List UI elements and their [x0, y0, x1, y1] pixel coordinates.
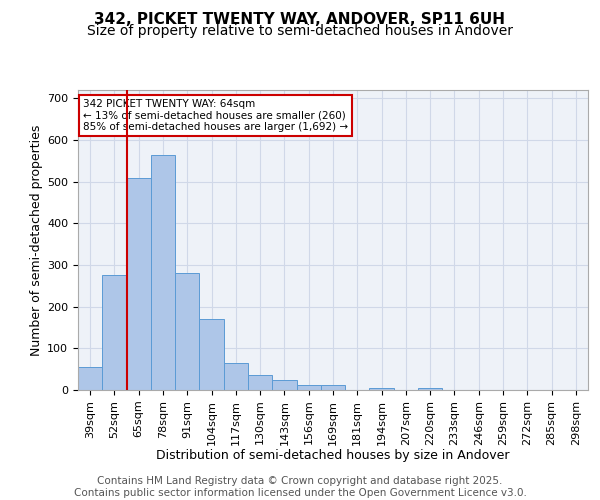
X-axis label: Distribution of semi-detached houses by size in Andover: Distribution of semi-detached houses by … [156, 449, 510, 462]
Text: Size of property relative to semi-detached houses in Andover: Size of property relative to semi-detach… [87, 24, 513, 38]
Bar [175, 274, 199, 390]
Bar [272, 380, 296, 390]
Text: 342 PICKET TWENTY WAY: 64sqm
← 13% of semi-detached houses are smaller (260)
85%: 342 PICKET TWENTY WAY: 64sqm ← 13% of se… [83, 99, 348, 132]
Bar [224, 363, 248, 390]
Bar [248, 376, 272, 390]
Bar [199, 319, 224, 390]
Text: 342, PICKET TWENTY WAY, ANDOVER, SP11 6UH: 342, PICKET TWENTY WAY, ANDOVER, SP11 6U… [95, 12, 505, 28]
Bar [296, 385, 321, 390]
Text: Contains HM Land Registry data © Crown copyright and database right 2025.
Contai: Contains HM Land Registry data © Crown c… [74, 476, 526, 498]
Y-axis label: Number of semi-detached properties: Number of semi-detached properties [30, 124, 43, 356]
Bar [151, 154, 175, 390]
Bar [321, 385, 345, 390]
Bar [78, 367, 102, 390]
Bar [418, 388, 442, 390]
Bar [127, 178, 151, 390]
Bar [102, 276, 127, 390]
Bar [370, 388, 394, 390]
